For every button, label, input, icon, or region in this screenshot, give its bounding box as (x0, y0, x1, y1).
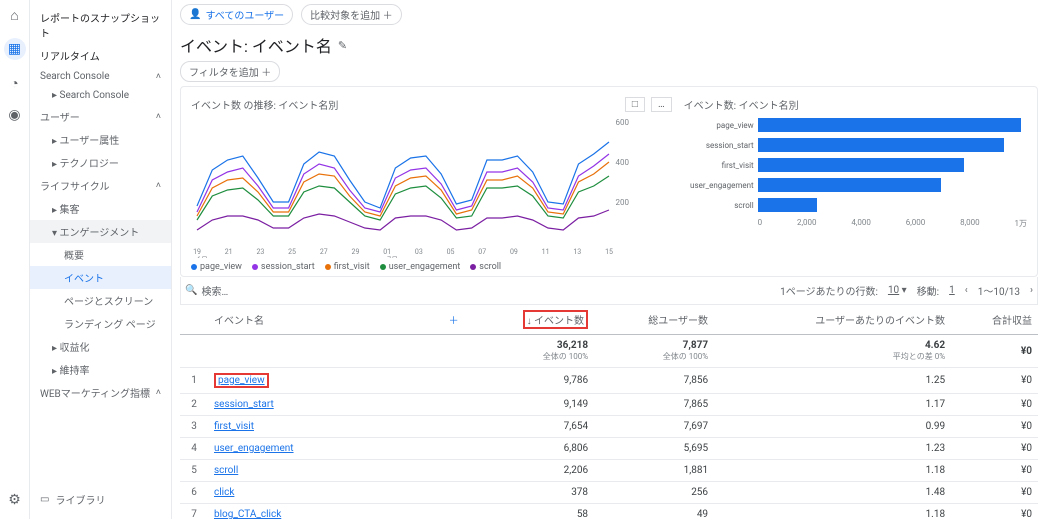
explore-icon[interactable]: ◔ (6, 74, 24, 92)
edit-icon[interactable]: ✎ (338, 39, 347, 52)
svg-text:200: 200 (616, 198, 630, 207)
sidebar-library[interactable]: ▭ ライブラリ (30, 488, 172, 511)
sidebar-item[interactable]: ▸ 維持率 (30, 358, 171, 381)
main-content: 👤 すべてのユーザー 比較対象を追加 ＋ イベント: イベント名 ✎ フィルタを… (172, 0, 1046, 519)
goto-page[interactable]: 1 (949, 285, 955, 296)
search-icon: 🔍 (185, 285, 197, 296)
sidebar-subitem[interactable]: イベント (30, 266, 171, 289)
sidebar-snapshot[interactable]: レポートのスナップショット (30, 6, 171, 44)
svg-text:19: 19 (193, 248, 201, 256)
icon-rail: ⌂ ▦ ◔ ◉ ⚙ (0, 0, 30, 519)
all-users-chip[interactable]: 👤 すべてのユーザー (180, 4, 293, 25)
event-link[interactable]: scroll (214, 465, 238, 476)
svg-text:23: 23 (256, 248, 264, 256)
chart-view-toggle[interactable]: □ (625, 97, 645, 112)
settings-icon[interactable]: ⚙ (6, 491, 24, 509)
sidebar: レポートのスナップショット リアルタイム Search Console˄▸ Se… (30, 0, 172, 519)
svg-text:6月: 6月 (197, 256, 208, 258)
pager: 1ページあたりの行数:10 ▾ 移動:1 ‹1～10/13› (780, 283, 1033, 298)
charts-panel: イベント数 の推移: イベント名別 □ … 200 400 600 19 21 23 25 27… (180, 86, 1038, 277)
svg-text:27: 27 (320, 248, 328, 256)
bar-row: page_view (684, 118, 1027, 132)
bar-row: user_engagement (684, 178, 1027, 192)
sidebar-item[interactable]: ▸ 収益化 (30, 335, 171, 358)
line-chart-svg: 200 400 600 19 21 23 25 27 29 01 03 05 07 09 11 13 15 6月 7… (191, 118, 631, 258)
bar-row: session_start (684, 138, 1027, 152)
line-chart-legend: page_viewsession_startfirst_visituser_en… (191, 262, 672, 272)
table-row: 1page_view9,7867,8561.25¥0 (180, 368, 1038, 394)
bar-chart: イベント数: イベント名別 page_view session_startfirs… (684, 97, 1027, 272)
svg-text:03: 03 (415, 248, 423, 256)
svg-text:25: 25 (288, 248, 296, 256)
svg-text:13: 13 (573, 248, 581, 256)
page-next[interactable]: › (1030, 285, 1033, 296)
events-table: イベント名 ＋ ↓ イベント数 総ユーザー数 ユーザーあたりのイベント数 合計収… (180, 305, 1038, 519)
sidebar-item[interactable]: ▸ 集客 (30, 197, 171, 220)
table-row: 4user_engagement6,8065,6951.23¥0 (180, 438, 1038, 460)
chart-menu[interactable]: … (651, 97, 672, 112)
svg-text:05: 05 (447, 248, 455, 256)
svg-text:15: 15 (605, 248, 613, 256)
sidebar-group[interactable]: ユーザー˄ (30, 105, 171, 128)
sidebar-item[interactable]: ▸ Search Console (30, 86, 171, 105)
col-users[interactable]: 総ユーザー数 (594, 305, 714, 335)
topbar: 👤 すべてのユーザー 比較対象を追加 ＋ (180, 0, 1038, 29)
add-dimension-icon[interactable]: ＋ (449, 312, 459, 327)
event-link[interactable]: session_start (214, 399, 274, 410)
table-toolbar: 🔍検索… 1ページあたりの行数:10 ▾ 移動:1 ‹1～10/13› (180, 277, 1038, 305)
event-link[interactable]: first_visit (214, 421, 254, 432)
svg-text:600: 600 (616, 118, 630, 127)
svg-text:07: 07 (478, 248, 486, 256)
ads-icon[interactable]: ◉ (6, 106, 24, 124)
svg-text:09: 09 (510, 248, 518, 256)
add-filter-chip[interactable]: フィルタを追加 ＋ (180, 61, 280, 82)
svg-text:7月: 7月 (387, 256, 398, 258)
rows-per-page[interactable]: 10 ▾ (888, 285, 907, 296)
sidebar-subitem[interactable]: 概要 (30, 243, 171, 266)
sidebar-group[interactable]: ライフサイクル˄ (30, 174, 171, 197)
sidebar-item[interactable]: ▸ ユーザー属性 (30, 128, 171, 151)
bar-row: first_visit (684, 158, 1027, 172)
reports-icon[interactable]: ▦ (4, 38, 26, 60)
line-chart: イベント数 の推移: イベント名別 □ … 200 400 600 19 21 23 25 27… (191, 97, 672, 272)
svg-text:29: 29 (352, 248, 360, 256)
table-row: 5scroll2,2061,8811.18¥0 (180, 460, 1038, 482)
sidebar-subitem[interactable]: ランディング ページ (30, 312, 171, 335)
line-chart-title: イベント数 の推移: イベント名別 (191, 101, 338, 112)
table-row: 7blog_CTA_click58491.18¥0 (180, 504, 1038, 519)
col-event-name[interactable]: イベント名 ＋ (208, 305, 465, 335)
sidebar-group[interactable]: WEBマーケティング指標˄ (30, 381, 171, 404)
bar-row: scroll (684, 198, 1027, 212)
table-row: 2session_start9,1497,8651.17¥0 (180, 394, 1038, 416)
bar-chart-title: イベント数: イベント名別 (684, 97, 1027, 112)
sidebar-engagement[interactable]: ▾ エンゲージメント (30, 220, 171, 243)
table-row: 6click3782561.48¥0 (180, 482, 1038, 504)
col-revenue[interactable]: 合計収益 (951, 305, 1038, 335)
page-prev[interactable]: ‹ (965, 285, 968, 296)
svg-text:01: 01 (383, 248, 391, 256)
svg-text:400: 400 (616, 158, 630, 167)
event-link[interactable]: page_view (218, 375, 265, 386)
home-icon[interactable]: ⌂ (6, 6, 24, 24)
svg-text:11: 11 (542, 248, 550, 256)
col-count[interactable]: ↓ イベント数 (465, 305, 594, 335)
sidebar-subitem[interactable]: ページとスクリーン (30, 289, 171, 312)
sidebar-realtime[interactable]: リアルタイム (30, 44, 171, 67)
event-link[interactable]: click (214, 487, 234, 498)
sidebar-item[interactable]: ▸ テクノロジー (30, 151, 171, 174)
svg-text:21: 21 (225, 248, 233, 256)
table-row: 3first_visit7,6547,6970.99¥0 (180, 416, 1038, 438)
page-title: イベント: イベント名 ✎ (180, 29, 1038, 61)
event-link[interactable]: blog_CTA_click (214, 509, 281, 519)
col-per-user[interactable]: ユーザーあたりのイベント数 (714, 305, 951, 335)
event-link[interactable]: user_engagement (214, 443, 294, 454)
search-input[interactable]: 検索… (201, 283, 228, 298)
sidebar-group[interactable]: Search Console˄ (30, 67, 171, 86)
add-compare-chip[interactable]: 比較対象を追加 ＋ (301, 4, 401, 25)
